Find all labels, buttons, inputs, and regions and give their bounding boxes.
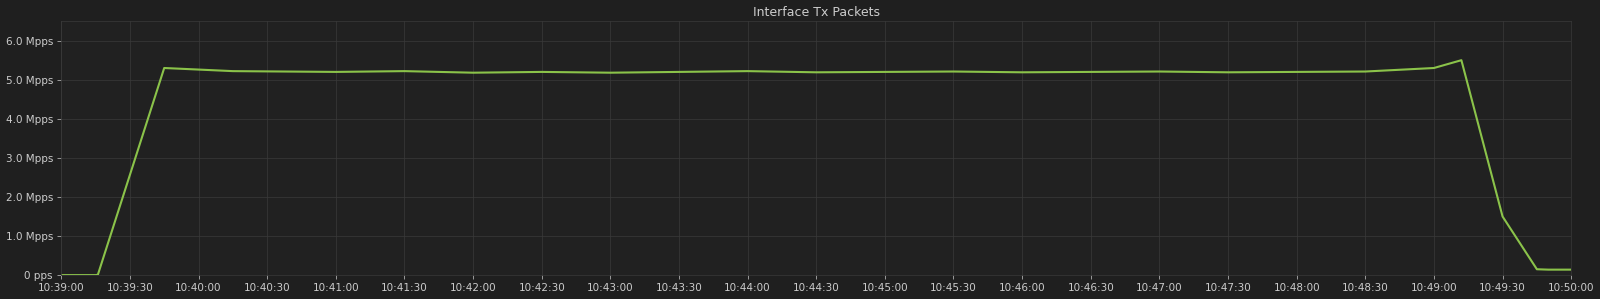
Title: Interface Tx Packets: Interface Tx Packets [752,6,880,19]
